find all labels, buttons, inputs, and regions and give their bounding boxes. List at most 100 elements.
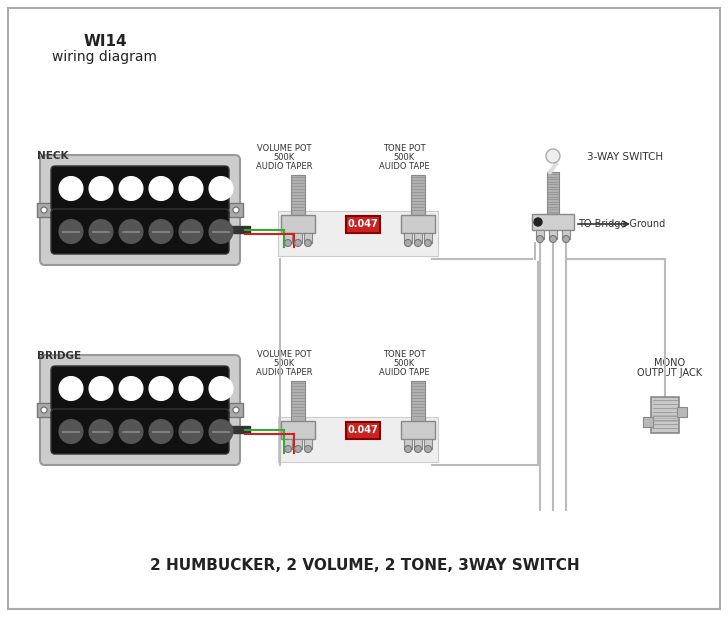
Bar: [294, 439, 302, 449]
Bar: [404, 233, 412, 243]
Text: 0.047: 0.047: [348, 425, 379, 435]
Bar: [37, 403, 51, 417]
Bar: [532, 214, 574, 230]
Circle shape: [119, 376, 143, 400]
Circle shape: [119, 220, 143, 243]
Text: wiring diagram: wiring diagram: [52, 50, 157, 64]
Text: TO Bridge Ground: TO Bridge Ground: [578, 219, 665, 229]
Text: 500K: 500K: [274, 153, 295, 162]
Circle shape: [534, 218, 542, 226]
Circle shape: [424, 239, 432, 247]
Bar: [229, 203, 243, 217]
Bar: [549, 230, 557, 239]
Bar: [401, 215, 435, 233]
Circle shape: [179, 176, 203, 201]
Circle shape: [285, 445, 291, 452]
Bar: [547, 172, 559, 214]
Circle shape: [179, 220, 203, 243]
Circle shape: [304, 445, 312, 452]
Circle shape: [59, 376, 83, 400]
Text: BRIDGE: BRIDGE: [37, 351, 81, 361]
Circle shape: [304, 239, 312, 247]
Circle shape: [546, 149, 560, 163]
Circle shape: [405, 445, 411, 452]
Text: TONE POT: TONE POT: [383, 350, 425, 359]
Bar: [281, 421, 315, 439]
Circle shape: [233, 207, 239, 213]
Bar: [651, 397, 679, 433]
Circle shape: [414, 445, 422, 452]
Text: 0.047: 0.047: [348, 219, 379, 229]
Text: AUIDO TAPE: AUIDO TAPE: [379, 162, 430, 171]
Circle shape: [563, 236, 569, 242]
Circle shape: [179, 376, 203, 400]
Bar: [414, 233, 422, 243]
Circle shape: [414, 239, 422, 247]
Bar: [291, 381, 305, 421]
Circle shape: [149, 376, 173, 400]
Circle shape: [89, 376, 113, 400]
Bar: [229, 403, 243, 417]
Circle shape: [285, 239, 291, 247]
Text: AUDIO TAPER: AUDIO TAPER: [256, 162, 312, 171]
Bar: [677, 407, 687, 417]
Circle shape: [179, 420, 203, 444]
Bar: [304, 439, 312, 449]
Circle shape: [537, 236, 544, 242]
Circle shape: [59, 176, 83, 201]
Text: NECK: NECK: [37, 151, 68, 161]
Text: VOLUME POT: VOLUME POT: [257, 350, 312, 359]
Bar: [294, 233, 302, 243]
Circle shape: [209, 376, 233, 400]
Bar: [284, 233, 292, 243]
FancyBboxPatch shape: [51, 166, 229, 211]
Circle shape: [209, 420, 233, 444]
Circle shape: [149, 220, 173, 243]
Bar: [411, 175, 425, 215]
Circle shape: [209, 220, 233, 243]
Circle shape: [149, 176, 173, 201]
Bar: [346, 215, 380, 233]
Bar: [346, 421, 380, 439]
Circle shape: [424, 445, 432, 452]
Bar: [643, 417, 653, 427]
Circle shape: [59, 220, 83, 243]
Circle shape: [89, 176, 113, 201]
Circle shape: [295, 239, 301, 247]
Bar: [278, 211, 438, 255]
Bar: [424, 439, 432, 449]
Bar: [284, 439, 292, 449]
Text: AUIDO TAPE: AUIDO TAPE: [379, 368, 430, 377]
Text: VOLUME POT: VOLUME POT: [257, 144, 312, 153]
Circle shape: [550, 236, 556, 242]
Circle shape: [89, 220, 113, 243]
Circle shape: [41, 407, 47, 413]
Bar: [414, 439, 422, 449]
Bar: [562, 230, 570, 239]
Circle shape: [89, 420, 113, 444]
Circle shape: [209, 176, 233, 201]
Bar: [424, 233, 432, 243]
Bar: [281, 215, 315, 233]
Text: 500K: 500K: [274, 359, 295, 368]
Text: WI14: WI14: [83, 35, 127, 49]
Circle shape: [405, 239, 411, 247]
FancyBboxPatch shape: [51, 409, 229, 454]
Bar: [291, 175, 305, 215]
Bar: [278, 417, 438, 462]
Circle shape: [149, 420, 173, 444]
Circle shape: [233, 407, 239, 413]
Text: TONE POT: TONE POT: [383, 144, 425, 153]
Circle shape: [59, 420, 83, 444]
Circle shape: [119, 420, 143, 444]
FancyBboxPatch shape: [40, 155, 240, 265]
Text: OUTPUT JACK: OUTPUT JACK: [638, 368, 703, 378]
Text: 500K: 500K: [393, 359, 415, 368]
Bar: [37, 203, 51, 217]
Bar: [404, 439, 412, 449]
FancyBboxPatch shape: [51, 209, 229, 254]
Bar: [536, 230, 544, 239]
Circle shape: [295, 445, 301, 452]
Text: AUDIO TAPER: AUDIO TAPER: [256, 368, 312, 377]
FancyBboxPatch shape: [40, 355, 240, 465]
